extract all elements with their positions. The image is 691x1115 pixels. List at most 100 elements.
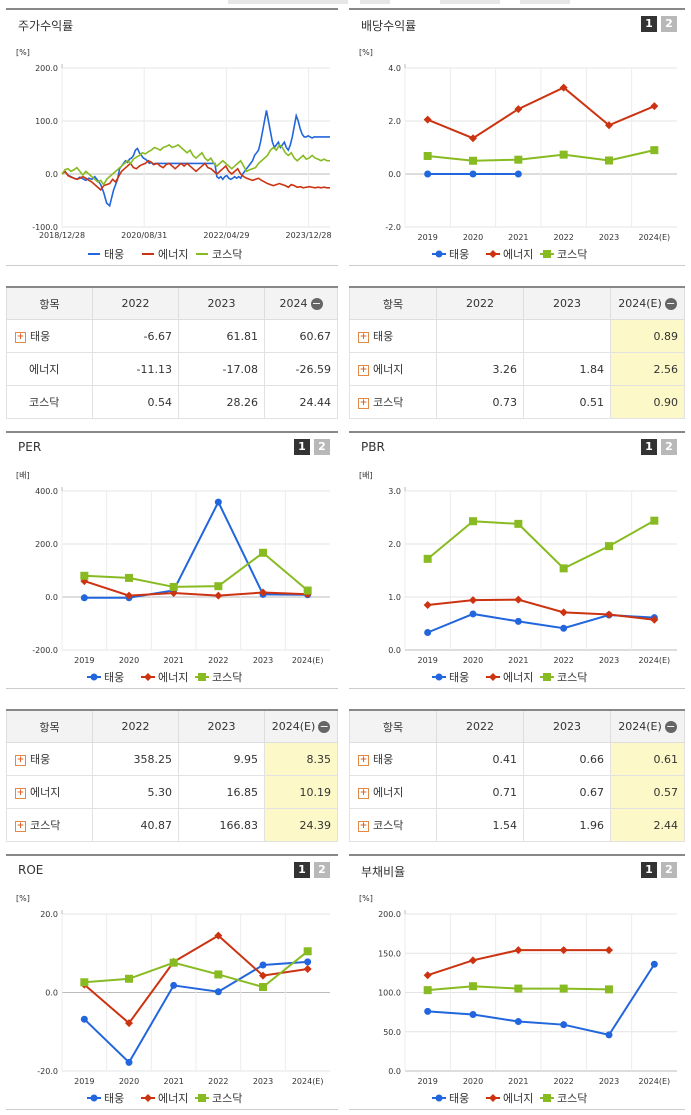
expand-plus-icon[interactable]: +	[358, 331, 369, 343]
collapse-icon[interactable]: −	[310, 297, 323, 310]
dividend-yield-data-point[interactable]	[559, 83, 568, 92]
expand-plus-icon[interactable]: +	[358, 787, 369, 799]
pbr-data-point[interactable]	[650, 516, 659, 525]
roe-data-point[interactable]	[125, 974, 133, 983]
row-label-cell[interactable]: + 태웅	[6, 319, 93, 353]
expand-plus-icon[interactable]: +	[15, 787, 26, 799]
expand-plus-icon[interactable]: +	[15, 754, 26, 766]
dividend-yield-data-point[interactable]	[469, 156, 477, 165]
per-data-point[interactable]	[125, 591, 133, 600]
roe-data-point[interactable]	[259, 971, 267, 980]
dividend-yield-data-point[interactable]	[423, 115, 432, 124]
per-data-point[interactable]	[80, 594, 88, 602]
per-data-point[interactable]	[80, 571, 89, 580]
roe-view-button-2[interactable]: 2	[314, 862, 330, 878]
per-data-point[interactable]	[169, 582, 178, 591]
dividend-yield-view-button-2[interactable]: 2	[661, 16, 677, 32]
per-data-point[interactable]	[303, 586, 312, 595]
debt-ratio-data-point[interactable]	[605, 1031, 613, 1039]
roe-data-point[interactable]	[214, 970, 223, 979]
row-label-cell[interactable]: + 에너지	[349, 352, 437, 386]
pbr-view-button-1[interactable]: 1	[641, 439, 657, 455]
per-data-point[interactable]	[259, 588, 267, 597]
roe-data-point[interactable]	[169, 958, 178, 967]
pbr-data-point[interactable]	[423, 600, 432, 609]
dividend-yield-data-point[interactable]	[514, 105, 523, 114]
expand-plus-icon[interactable]: +	[358, 397, 369, 409]
roe-data-point[interactable]	[125, 1058, 133, 1066]
pbr-data-point[interactable]	[605, 542, 613, 551]
roe-data-point[interactable]	[304, 958, 312, 966]
expand-plus-icon[interactable]: +	[15, 331, 26, 343]
expand-plus-icon[interactable]: +	[358, 820, 369, 832]
debt-ratio-data-point[interactable]	[469, 982, 477, 991]
pbr-data-point[interactable]	[424, 629, 432, 637]
per-data-point[interactable]	[259, 548, 267, 557]
per-view-button-2[interactable]: 2	[314, 439, 330, 455]
row-label-cell[interactable]: + 에너지	[349, 775, 437, 809]
expand-plus-icon[interactable]: +	[358, 754, 369, 766]
pbr-data-point[interactable]	[560, 624, 568, 632]
dividend-yield-data-point[interactable]	[605, 156, 613, 165]
pbr-data-point[interactable]	[469, 596, 477, 605]
pbr-data-point[interactable]	[650, 615, 659, 624]
collapse-icon[interactable]: −	[664, 297, 677, 310]
pbr-data-point[interactable]	[469, 517, 477, 526]
debt-ratio-data-point[interactable]	[469, 956, 477, 965]
dividend-yield-data-point[interactable]	[514, 155, 523, 164]
dividend-yield-data-point[interactable]	[559, 150, 568, 159]
debt-ratio-view-button-2[interactable]: 2	[661, 862, 677, 878]
debt-ratio-data-point[interactable]	[423, 986, 432, 995]
roe-data-point[interactable]	[259, 961, 267, 969]
per-view-button-1[interactable]: 1	[294, 439, 310, 455]
collapse-icon[interactable]: −	[318, 720, 331, 733]
dividend-yield-data-point[interactable]	[469, 134, 477, 143]
per-data-point[interactable]	[214, 498, 222, 506]
roe-data-point[interactable]	[80, 1015, 88, 1023]
debt-ratio-data-point[interactable]	[605, 946, 613, 955]
dividend-yield-data-point[interactable]	[650, 102, 659, 111]
debt-ratio-data-point[interactable]	[514, 984, 523, 993]
pbr-view-button-2[interactable]: 2	[661, 439, 677, 455]
debt-ratio-data-point[interactable]	[559, 984, 568, 993]
debt-ratio-data-point[interactable]	[514, 946, 523, 955]
pbr-data-point[interactable]	[469, 610, 477, 618]
debt-ratio-data-point[interactable]	[559, 946, 568, 955]
roe-data-point[interactable]	[303, 964, 312, 973]
per-data-point[interactable]	[214, 591, 223, 600]
debt-ratio-view-button-1[interactable]: 1	[641, 862, 657, 878]
row-label-cell[interactable]: + 태웅	[349, 742, 437, 776]
debt-ratio-data-point[interactable]	[423, 971, 432, 980]
pbr-data-point[interactable]	[514, 595, 523, 604]
dividend-yield-data-point[interactable]	[424, 170, 432, 178]
per-data-point[interactable]	[80, 577, 89, 586]
dividend-yield-data-point[interactable]	[514, 170, 522, 178]
pbr-data-point[interactable]	[559, 564, 568, 573]
per-data-point[interactable]	[214, 582, 223, 591]
dividend-yield-data-point[interactable]	[469, 170, 477, 178]
debt-ratio-data-point[interactable]	[469, 1010, 477, 1018]
debt-ratio-data-point[interactable]	[424, 1007, 432, 1015]
per-data-point[interactable]	[169, 589, 178, 598]
pbr-data-point[interactable]	[559, 608, 568, 617]
debt-ratio-data-point[interactable]	[605, 985, 613, 994]
pbr-data-point[interactable]	[514, 519, 523, 528]
roe-view-button-1[interactable]: 1	[294, 862, 310, 878]
dividend-yield-view-button-1[interactable]: 1	[641, 16, 657, 32]
dividend-yield-data-point[interactable]	[423, 151, 432, 160]
row-label-cell[interactable]: + 에너지	[6, 775, 93, 809]
expand-plus-icon[interactable]: +	[358, 364, 369, 376]
dividend-yield-data-point[interactable]	[650, 146, 659, 155]
debt-ratio-data-point[interactable]	[514, 1018, 522, 1026]
roe-data-point[interactable]	[80, 978, 89, 987]
row-label-cell[interactable]: + 태웅	[349, 319, 437, 353]
roe-data-point[interactable]	[125, 1019, 133, 1028]
row-label-cell[interactable]: + 코스닥	[6, 808, 93, 842]
debt-ratio-data-point[interactable]	[650, 960, 658, 968]
roe-data-point[interactable]	[214, 931, 223, 940]
pbr-data-point[interactable]	[605, 610, 613, 619]
collapse-icon[interactable]: −	[664, 720, 677, 733]
pbr-data-point[interactable]	[514, 617, 522, 625]
roe-data-point[interactable]	[259, 983, 267, 992]
pbr-data-point[interactable]	[423, 554, 432, 563]
